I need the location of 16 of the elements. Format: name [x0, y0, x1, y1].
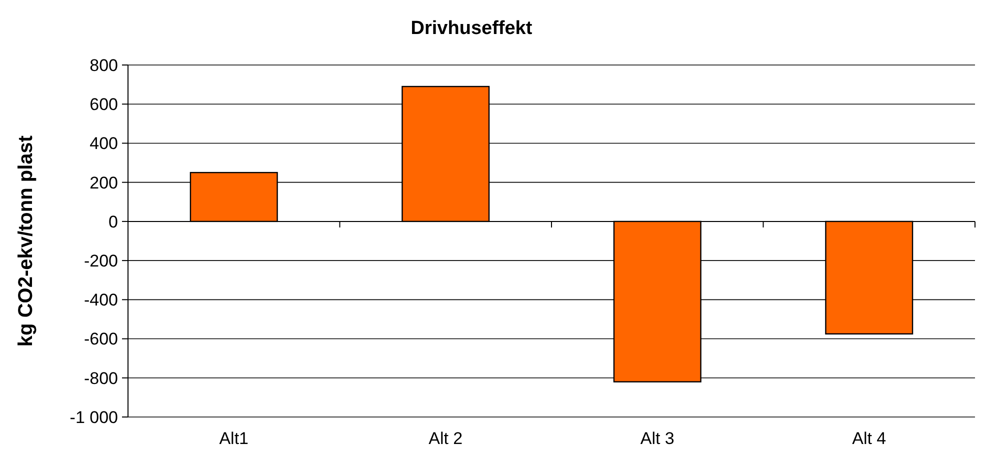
y-tick-label: 200	[90, 173, 118, 192]
y-tick-label: -800	[84, 368, 118, 388]
y-axis-title: kg CO2-ekv/tonn plast	[15, 135, 37, 347]
x-tick-label: Alt 4	[852, 429, 886, 448]
y-tick-label: -600	[84, 330, 118, 349]
y-tick-label: -400	[84, 290, 118, 310]
y-tick-label: 400	[90, 134, 118, 154]
y-tick-label: 800	[90, 56, 118, 75]
y-tick-label: 0	[108, 212, 118, 232]
y-tick-label: -200	[84, 252, 118, 271]
x-tick-label: Alt 2	[428, 429, 463, 448]
y-tick-label: -1 000	[70, 408, 118, 427]
y-tick-label: 600	[90, 95, 118, 114]
x-tick-label: Alt 3	[640, 429, 674, 448]
x-tick-label: Alt1	[219, 429, 249, 448]
chart-title: Drivhuseffekt	[410, 18, 533, 39]
